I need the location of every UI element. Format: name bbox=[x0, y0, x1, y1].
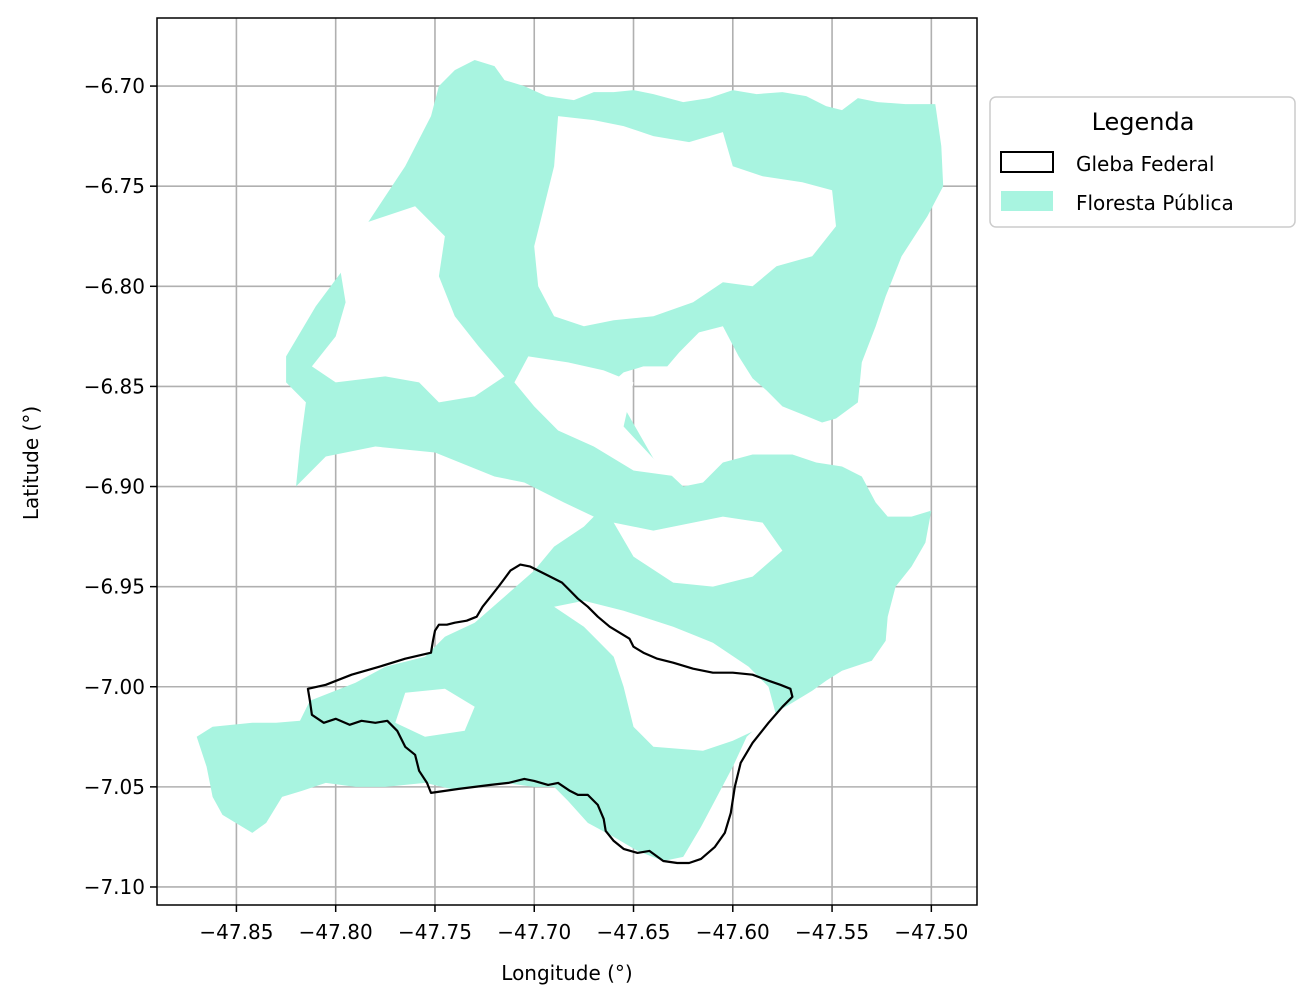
floresta-gap-area bbox=[395, 688, 475, 737]
legend-floresta-label: Floresta Pública bbox=[1076, 191, 1234, 215]
x-tick-label: −47.60 bbox=[696, 920, 770, 944]
floresta-gap-area bbox=[534, 116, 836, 327]
y-axis-ticks: −6.70 −6.75 −6.80 −6.85 −6.90 −6.95 −7.00 −7.05… bbox=[84, 74, 157, 899]
x-axis-label: Longitude (°) bbox=[501, 961, 632, 985]
x-tick-label: −47.80 bbox=[299, 920, 373, 944]
y-tick-label: −6.90 bbox=[84, 475, 145, 499]
gleba-federal-layer bbox=[306, 563, 794, 865]
floresta-gap-area bbox=[514, 356, 678, 477]
legend-title: Legenda bbox=[1092, 108, 1195, 136]
y-tick-label: −7.05 bbox=[84, 775, 145, 799]
y-tick-label: −6.75 bbox=[84, 174, 145, 198]
y-tick-label: −6.95 bbox=[84, 575, 145, 599]
y-tick-label: −6.70 bbox=[84, 74, 145, 98]
legend-floresta-swatch bbox=[1001, 191, 1053, 211]
y-tick-label: −7.00 bbox=[84, 675, 145, 699]
y-tick-label: −6.80 bbox=[84, 274, 145, 298]
x-tick-label: −47.75 bbox=[398, 920, 472, 944]
legend: Legenda Gleba Federal Floresta Pública bbox=[989, 96, 1296, 228]
floresta-publica-layer bbox=[196, 60, 944, 861]
floresta-gap-area bbox=[311, 206, 505, 403]
y-axis-label: Latitude (°) bbox=[19, 406, 43, 520]
plot-frame bbox=[156, 17, 978, 906]
x-tick-label: −47.50 bbox=[894, 920, 968, 944]
legend-gleba-label: Gleba Federal bbox=[1076, 152, 1214, 176]
floresta-gap-area bbox=[554, 600, 777, 751]
x-axis-ticks: −47.85 −47.80 −47.75 −47.70 −47.65 −47.60 −47.… bbox=[199, 905, 968, 944]
floresta-gap-area bbox=[613, 516, 783, 587]
x-tick-label: −47.65 bbox=[597, 920, 671, 944]
x-tick-label: −47.70 bbox=[497, 920, 571, 944]
x-tick-label: −47.55 bbox=[795, 920, 869, 944]
y-tick-label: −7.10 bbox=[84, 875, 145, 899]
legend-gleba-swatch bbox=[1000, 151, 1054, 173]
gleba-federal-outline bbox=[306, 563, 794, 865]
legend-frame bbox=[989, 96, 1296, 228]
y-tick-label: −6.85 bbox=[84, 374, 145, 398]
x-tick-label: −47.85 bbox=[199, 920, 273, 944]
